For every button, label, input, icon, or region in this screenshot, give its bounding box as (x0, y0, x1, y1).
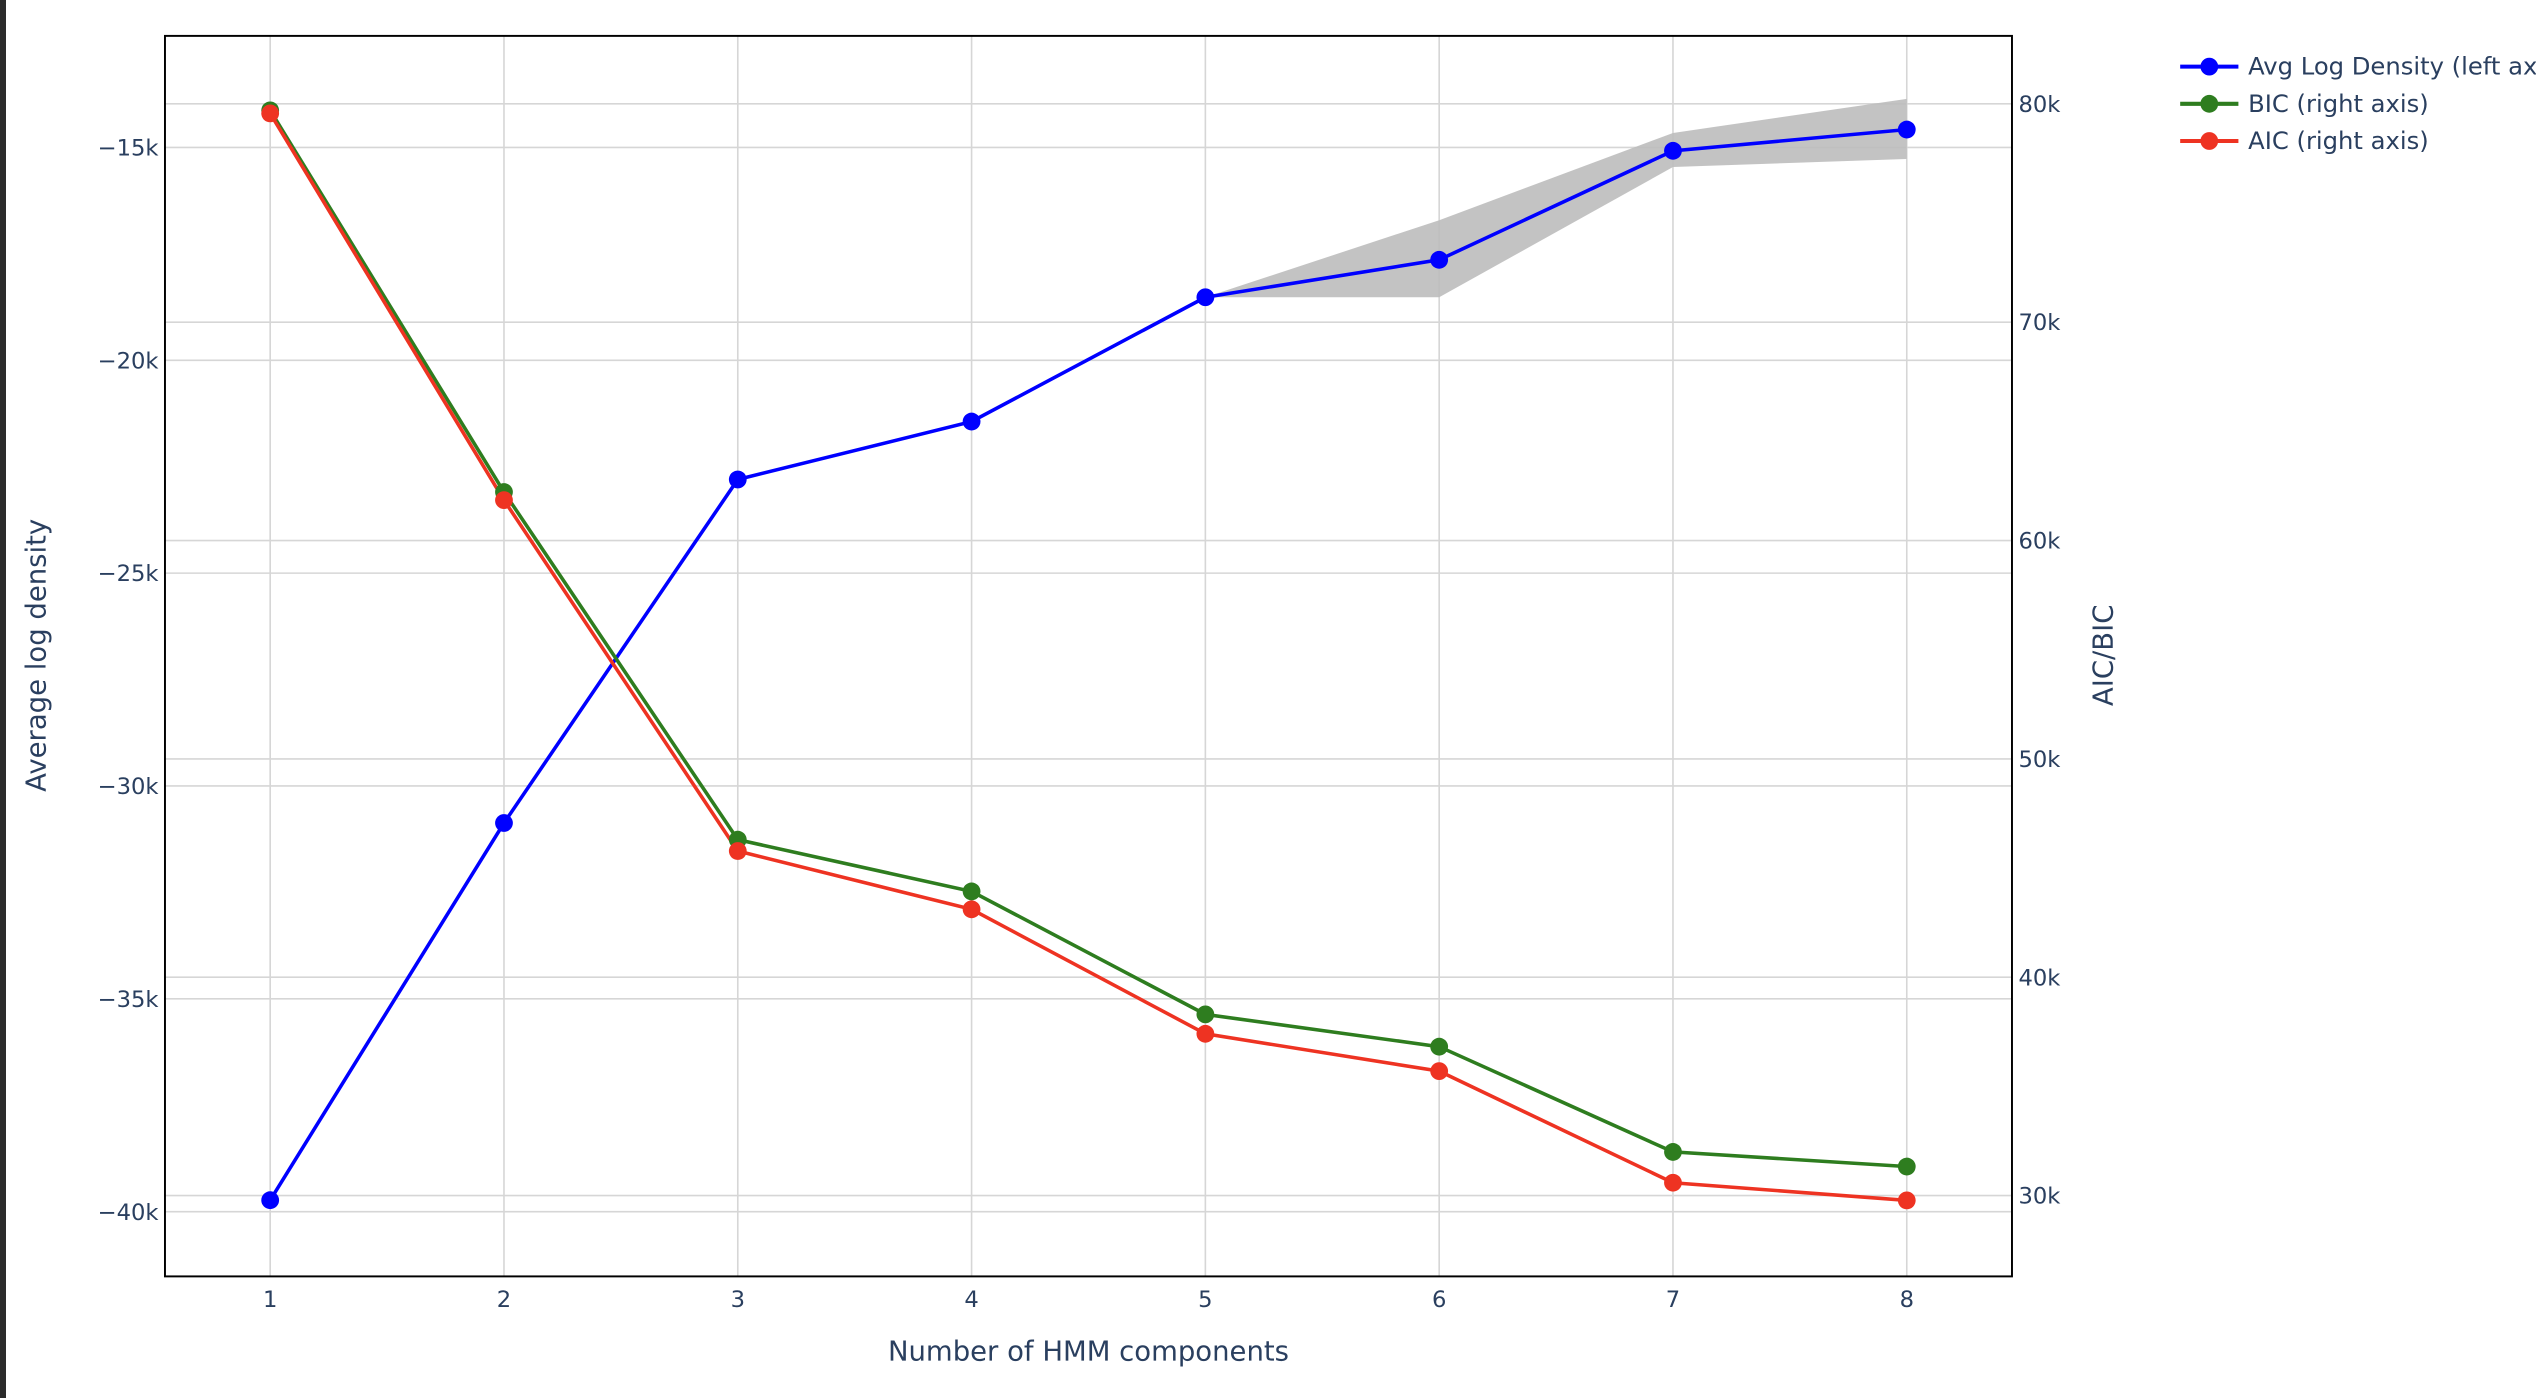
confidence-band-area (270, 98, 1907, 1201)
legend-swatch-marker (2200, 132, 2219, 150)
y2-tick-label: 50k (2018, 747, 2061, 773)
y2-tick-label: 40k (2018, 965, 2061, 991)
y2-tick-label: 30k (2018, 1184, 2061, 1210)
legend-item: Avg Log Density (left axis) (2180, 52, 2536, 81)
series-markers (261, 101, 1916, 1210)
y-tick-label: −15k (98, 136, 160, 162)
y-axis-ticks: −15k −20k −25k −30k −35k −40k (98, 136, 160, 1226)
y-tick-label: −25k (98, 561, 160, 587)
y-tick-label: −35k (98, 987, 160, 1013)
data-point (1196, 1024, 1215, 1043)
data-point (1430, 1062, 1449, 1081)
window-edge (0, 0, 6, 1398)
legend-label: Avg Log Density (left axis) (2248, 52, 2536, 81)
data-point (1664, 1173, 1682, 1192)
data-point (1430, 250, 1449, 269)
x-tick-label: 2 (497, 1287, 511, 1313)
y2-tick-label: 70k (2018, 310, 2061, 336)
data-point (1897, 1157, 1916, 1176)
series-line-2 (268, 112, 1907, 1203)
legend-swatch-marker (2200, 94, 2219, 113)
y2-tick-label: 60k (2018, 529, 2061, 555)
legend-item: AIC (right axis) (2180, 126, 2429, 155)
series-lines (268, 109, 1907, 1203)
data-point (1897, 1191, 1916, 1210)
series-line-1 (268, 109, 1907, 1169)
y-tick-label: −30k (98, 774, 160, 800)
data-point (1664, 141, 1682, 160)
data-point (1196, 288, 1215, 307)
legend-item: BIC (right axis) (2180, 89, 2429, 118)
x-tick-label: 7 (1666, 1287, 1680, 1313)
x-tick-label: 4 (964, 1287, 978, 1313)
x-tick-label: 3 (731, 1287, 745, 1313)
data-point (1664, 1143, 1682, 1161)
grid-lines (164, 35, 2012, 1277)
data-point (728, 470, 747, 489)
y2-tick-label: 80k (2018, 92, 2061, 118)
x-tick-label: 1 (263, 1287, 277, 1313)
legend-label: BIC (right axis) (2248, 89, 2429, 118)
series-line-0 (268, 127, 1907, 1202)
data-point (962, 900, 981, 919)
data-point (962, 412, 981, 431)
data-point (962, 882, 981, 901)
data-point (261, 1191, 280, 1210)
legend: Avg Log Density (left axis) BIC (right ax… (2180, 52, 2536, 155)
legend-swatch-marker (2200, 57, 2219, 76)
legend-label: AIC (right axis) (2248, 126, 2429, 155)
x-tick-label: 8 (1900, 1287, 1914, 1313)
x-tick-label: 6 (1432, 1287, 1446, 1313)
data-point (261, 104, 280, 123)
data-point (495, 814, 513, 832)
y2-axis-ticks: 80k 70k 60k 50k 40k 30k (2018, 92, 2061, 1210)
confidence-band (270, 98, 1907, 1201)
x-axis-title: Number of HMM components (888, 1335, 1289, 1367)
data-point (1196, 1005, 1215, 1024)
plot-frame (163, 34, 2013, 1278)
y-tick-label: −40k (98, 1200, 160, 1226)
data-point (495, 491, 513, 510)
y2-axis-title: AIC/BIC (2087, 605, 2119, 707)
x-tick-label: 5 (1198, 1287, 1212, 1313)
y-axis-title: Average log density (20, 519, 52, 792)
data-point (1430, 1037, 1449, 1056)
x-axis-ticks: 1 2 3 4 5 6 7 8 (263, 1287, 1914, 1313)
y-tick-label: −20k (98, 348, 160, 374)
data-point (1897, 120, 1916, 139)
data-point (728, 842, 747, 860)
